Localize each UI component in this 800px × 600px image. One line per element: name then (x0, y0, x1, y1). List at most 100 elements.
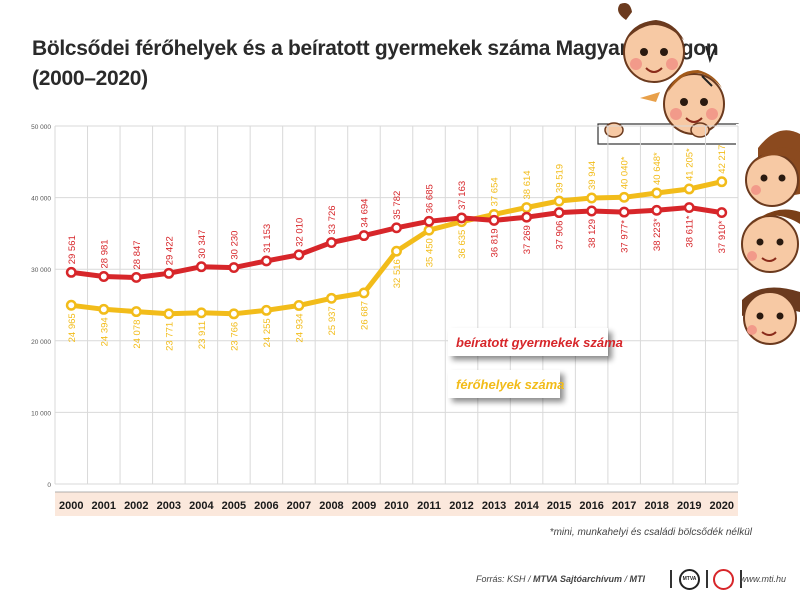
data-label: 40 040* (620, 156, 631, 189)
data-point (651, 204, 663, 216)
data-point (358, 287, 370, 299)
data-label: 38 129 (587, 219, 598, 248)
data-label: 24 078 (132, 320, 143, 349)
x-tick-label: 2012 (449, 500, 473, 512)
y-tick-label: 10 000 (31, 410, 51, 417)
footer-divider (670, 570, 672, 588)
x-tick-label: 2001 (92, 500, 116, 512)
y-tick-label: 30 000 (31, 267, 51, 274)
footer: Forrás: KSH / MTVA Sajtóarchívum / MTI M… (0, 568, 800, 594)
data-point (683, 202, 695, 213)
source-separator: / (621, 574, 630, 584)
x-tick-label: 2010 (384, 500, 408, 512)
data-point (98, 271, 110, 282)
data-point (586, 205, 598, 217)
source-prefix: Forrás: KSH / (475, 574, 533, 584)
data-label: 35 450 (425, 238, 436, 267)
x-axis: 2000 2001 2002 2003 2004 2005 2006 2007 2008 2009… (55, 491, 738, 512)
data-label: 30 347 (197, 230, 208, 259)
y-tick-label: 50 000 (31, 124, 51, 131)
x-tick-label: 2006 (254, 500, 278, 512)
data-point (293, 300, 305, 311)
data-point (521, 202, 533, 213)
x-tick-label: 2008 (319, 500, 343, 512)
data-point (553, 207, 565, 219)
data-point (163, 267, 175, 279)
child-face-1 (618, 3, 685, 83)
data-label: 32 010 (294, 218, 305, 247)
footer-divider (740, 570, 742, 588)
data-point (716, 176, 728, 188)
x-tick-label: 2015 (547, 500, 571, 512)
source-archive: MTVA Sajtóarchívum (532, 574, 622, 584)
x-tick-label: 2013 (482, 500, 506, 512)
y-axis: 0 10 000 20 000 30 000 40 000 50 000 (31, 124, 51, 489)
data-label: 37 977* (620, 220, 631, 253)
data-label: 37 906 (555, 221, 566, 250)
data-label: 41 205* (685, 148, 696, 181)
data-label: 36 635 (457, 230, 468, 259)
data-point (521, 211, 533, 223)
source-mti: MTI (629, 574, 646, 584)
data-point (293, 249, 305, 261)
data-label: 36 685 (425, 184, 436, 213)
data-point (195, 261, 207, 273)
data-label: 23 911 (197, 321, 208, 349)
data-point (98, 303, 110, 315)
data-point (391, 245, 402, 257)
data-label: 39 944 (587, 161, 598, 190)
x-tick-label: 2020 (709, 500, 733, 512)
data-label: 29 561 (67, 235, 78, 264)
data-point (326, 237, 337, 248)
data-point (228, 262, 240, 274)
legend: beíratott gyermekek száma férőhelyek szá… (448, 328, 623, 398)
data-label: 26 687 (360, 301, 371, 330)
legend-box-enrolled (448, 328, 608, 356)
data-label: 37 163 (457, 181, 468, 210)
data-point (423, 215, 435, 227)
data-point (586, 192, 598, 204)
x-tick-label: 2019 (677, 500, 701, 512)
data-label: 23 771 (164, 322, 175, 351)
data-label: 42 217 (717, 145, 728, 174)
x-tick-label: 2002 (124, 500, 148, 512)
x-tick-label: 2017 (612, 500, 636, 512)
data-point (391, 222, 402, 234)
data-point (326, 292, 337, 304)
series-lines (65, 176, 728, 320)
mti-logo (713, 569, 734, 590)
data-point (683, 183, 695, 195)
data-label: 39 519 (555, 164, 566, 193)
x-tick-label: 2009 (352, 500, 376, 512)
website-link[interactable]: www.mti.hu (739, 574, 786, 584)
chart-title-line2: (2000–2020) (32, 67, 148, 91)
legend-enrolled: beíratott gyermekek száma (456, 335, 623, 350)
x-tick-label: 2005 (222, 500, 246, 512)
x-tick-label: 2014 (514, 500, 539, 512)
x-tick-label: 2016 (579, 500, 603, 512)
data-label: 36 819 (490, 228, 501, 257)
data-point (195, 307, 207, 319)
data-label: 38 614 (522, 170, 533, 199)
grid-lines (54, 125, 739, 485)
data-label: 38 611* (685, 215, 696, 247)
data-label: 24 255 (262, 318, 273, 347)
x-tick-label: 2003 (157, 500, 181, 512)
child-face-5 (742, 287, 800, 345)
x-tick-label: 2011 (417, 500, 441, 512)
source-credit: Forrás: KSH / MTVA Sajtóarchívum / MTI (476, 574, 645, 584)
data-point (716, 207, 728, 219)
x-tick-label: 2018 (644, 500, 668, 512)
data-label: 35 782 (392, 191, 403, 220)
child-face-3 (745, 130, 800, 207)
data-label: 40 648* (652, 152, 663, 185)
data-point (553, 195, 565, 207)
data-label: 32 516 (392, 259, 403, 288)
data-point (130, 306, 142, 318)
data-point (228, 308, 240, 320)
data-point (618, 191, 630, 203)
data-label: 25 937 (327, 306, 338, 335)
data-label: 30 230 (229, 231, 240, 260)
data-label: 24 934 (294, 314, 305, 343)
data-label: 34 694 (360, 199, 371, 228)
